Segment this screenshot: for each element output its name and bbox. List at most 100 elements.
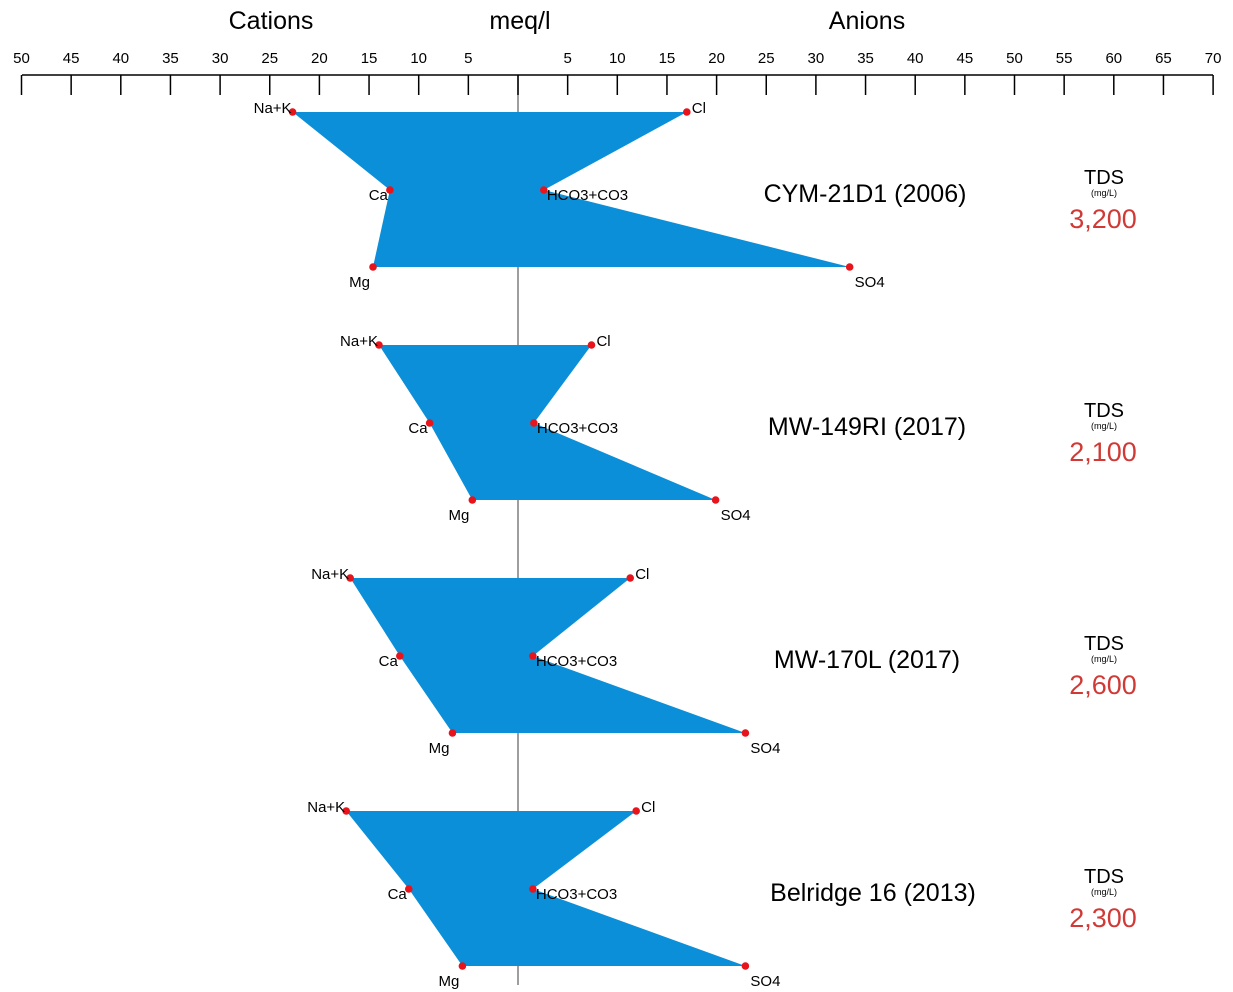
ion-label-nak: Na+K: [340, 333, 378, 350]
axis-tick-labels: 50 45 40 35 30 25 20 15 10 5 5 10 15 20 25 30 35 40 45 50 55…: [13, 50, 1221, 67]
tick-label-cation: 45: [63, 50, 80, 67]
tick-label-cation: 35: [162, 50, 179, 67]
ion-label-ca: Ca: [408, 420, 428, 437]
tick-label-anion: 10: [609, 50, 626, 67]
anion-point: [683, 108, 691, 116]
ion-label-nak: Na+K: [307, 799, 345, 816]
tick-label-cation: 20: [311, 50, 328, 67]
cations-heading: Cations: [229, 7, 314, 35]
stiff-polygon: [350, 578, 746, 733]
tick-label-cation: 15: [361, 50, 378, 67]
tick-label-anion: 15: [659, 50, 676, 67]
ion-label-so4: SO4: [750, 973, 780, 990]
tick-label-cation: 40: [112, 50, 129, 67]
sample-label: CYM-21D1 (2006): [764, 180, 967, 208]
ion-label-ca: Ca: [379, 653, 399, 670]
anion-point: [632, 807, 640, 815]
ion-label-hco3: HCO3+CO3: [536, 653, 617, 670]
ion-label-nak: Na+K: [311, 566, 349, 583]
tick-label-anion: 65: [1155, 50, 1172, 67]
tick-label-anion: 60: [1105, 50, 1122, 67]
ion-label-so4: SO4: [855, 274, 885, 291]
stiff-sample: Na+K Ca Mg Cl HCO3+CO3 SO4 Belridge 16 (2013) T…: [307, 799, 1137, 990]
ion-label-nak: Na+K: [254, 100, 292, 117]
tds-unit: (mg/L): [1091, 887, 1117, 897]
anion-point: [741, 729, 750, 737]
tick-label-cation: 30: [212, 50, 229, 67]
ion-label-mg: Mg: [439, 973, 460, 990]
chart-header: Cations meq/l Anions: [229, 7, 906, 35]
ion-label-so4: SO4: [750, 740, 780, 757]
stiff-polygon: [292, 112, 850, 267]
anion-point: [529, 652, 537, 660]
sample-label: MW-170L (2017): [774, 646, 960, 674]
tds-value: 2,300: [1069, 903, 1137, 933]
tick-label-anion: 45: [957, 50, 974, 67]
stiff-sample: Na+K Ca Mg Cl HCO3+CO3 SO4 CYM-21D1 (2006) TDS(…: [254, 100, 1137, 291]
anion-point: [540, 186, 548, 194]
anion-point: [741, 962, 750, 970]
cation-point: [458, 962, 467, 970]
tick-label-cation: 25: [261, 50, 278, 67]
tick-label-cation: 5: [464, 50, 472, 67]
cation-point: [369, 263, 377, 271]
tds-heading: TDS: [1084, 167, 1124, 189]
tick-label-anion: 35: [857, 50, 874, 67]
cation-point: [288, 108, 297, 116]
cation-point: [404, 885, 413, 893]
ion-label-mg: Mg: [349, 274, 370, 291]
tick-label-anion: 50: [1006, 50, 1023, 67]
ion-label-hco3: HCO3+CO3: [536, 886, 617, 903]
ion-label-hco3: HCO3+CO3: [547, 187, 628, 204]
cation-point: [468, 496, 477, 504]
tds-heading: TDS: [1084, 866, 1124, 888]
tds-value: 2,100: [1069, 437, 1137, 467]
cation-point: [375, 341, 383, 349]
tick-label-anion: 40: [907, 50, 924, 67]
units-heading: meq/l: [489, 7, 550, 35]
anion-point: [530, 419, 538, 427]
tds-value: 2,600: [1069, 670, 1137, 700]
ion-label-ca: Ca: [369, 187, 389, 204]
tds-value: 3,200: [1069, 204, 1137, 234]
ion-label-hco3: HCO3+CO3: [537, 420, 618, 437]
stiff-polygon: [379, 345, 716, 500]
tick-label-anion: 30: [808, 50, 825, 67]
tds-heading: TDS: [1084, 400, 1124, 422]
anion-point: [845, 263, 854, 271]
axis-ticks: [20, 75, 1214, 95]
tick-label-cation: 50: [13, 50, 30, 67]
cation-point: [386, 186, 394, 194]
anion-point: [529, 885, 537, 893]
tick-label-cation: 10: [410, 50, 427, 67]
ion-label-cl: Cl: [635, 566, 649, 583]
stiff-sample: Na+K Ca Mg Cl HCO3+CO3 SO4 MW-170L (2017) TDS(m…: [311, 566, 1137, 757]
stiff-polygon: [346, 811, 746, 966]
sample-label: MW-149RI (2017): [768, 413, 966, 441]
tick-label-anion: 20: [708, 50, 725, 67]
ion-label-cl: Cl: [641, 799, 655, 816]
anion-point: [711, 496, 720, 504]
ion-label-mg: Mg: [429, 740, 450, 757]
cation-point: [342, 807, 351, 815]
anion-point: [626, 574, 635, 582]
cation-point: [396, 652, 404, 660]
cation-point: [346, 574, 354, 582]
anions-heading: Anions: [829, 7, 905, 35]
tick-label-anion: 5: [563, 50, 571, 67]
sample-label: Belridge 16 (2013): [770, 879, 976, 907]
tds-heading: TDS: [1084, 633, 1124, 655]
tds-unit: (mg/L): [1091, 654, 1117, 664]
stiff-sample: Na+K Ca Mg Cl HCO3+CO3 SO4 MW-149RI (2017) TDS(…: [340, 333, 1137, 524]
ion-label-cl: Cl: [692, 100, 706, 117]
ion-label-cl: Cl: [596, 333, 610, 350]
cation-point: [425, 419, 434, 427]
tick-label-anion: 70: [1205, 50, 1222, 67]
cation-point: [448, 729, 457, 737]
tds-unit: (mg/L): [1091, 421, 1117, 431]
ion-label-so4: SO4: [721, 507, 751, 524]
anion-point: [587, 341, 596, 349]
tick-label-anion: 55: [1056, 50, 1073, 67]
